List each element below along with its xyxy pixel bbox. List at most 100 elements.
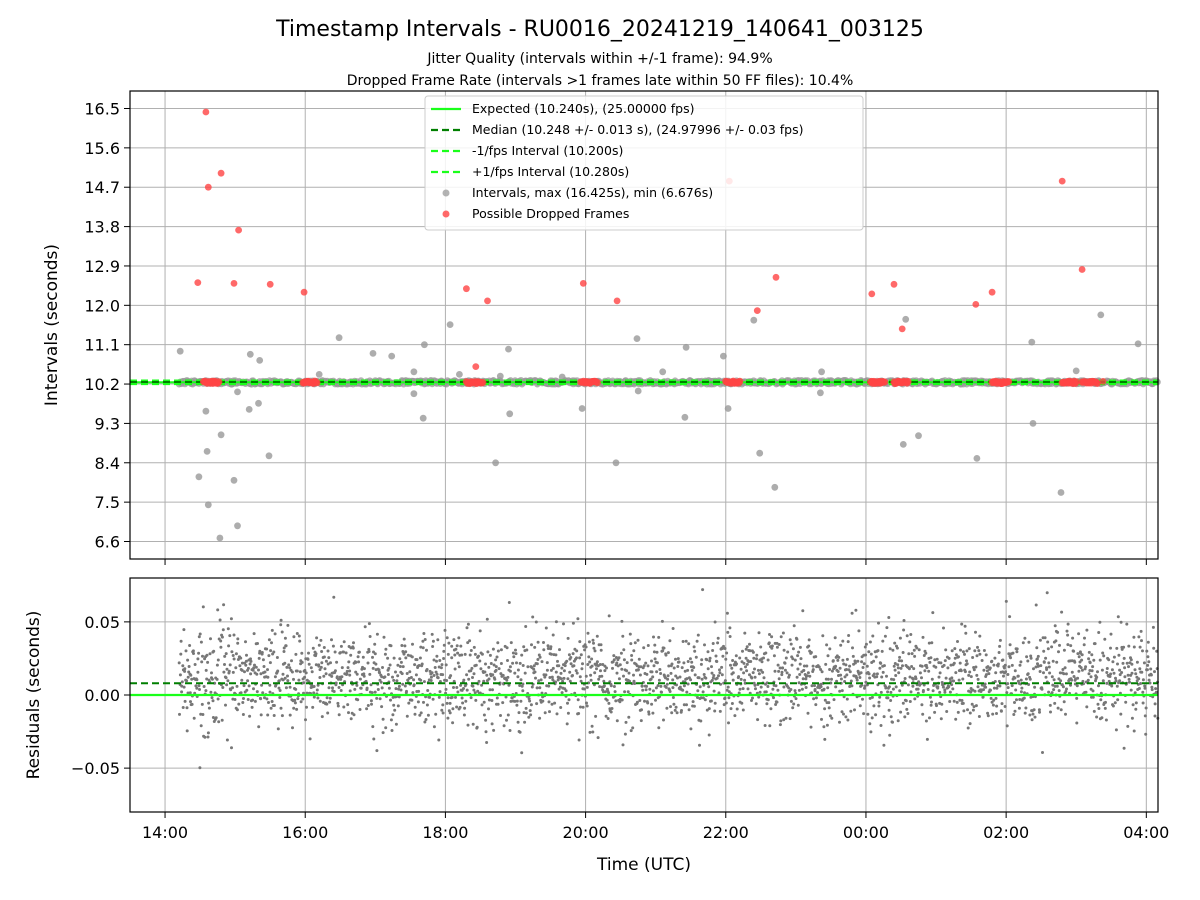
residual-point bbox=[886, 696, 890, 700]
residual-point bbox=[320, 715, 324, 719]
residual-point bbox=[254, 665, 258, 669]
residual-point bbox=[841, 658, 845, 662]
residual-point bbox=[1039, 664, 1043, 668]
residual-point bbox=[965, 659, 968, 663]
residual-point bbox=[876, 649, 880, 653]
residual-point bbox=[983, 682, 987, 686]
residual-point bbox=[405, 672, 409, 675]
residual-point bbox=[1133, 691, 1137, 695]
dropped-frame-point bbox=[904, 377, 912, 386]
residual-point bbox=[297, 678, 301, 682]
residual-point bbox=[741, 649, 744, 653]
residual-point bbox=[505, 718, 508, 722]
residual-point bbox=[789, 699, 793, 703]
residual-point bbox=[793, 658, 797, 662]
residual-point bbox=[392, 656, 396, 660]
residual-point bbox=[185, 706, 189, 710]
residual-point bbox=[612, 658, 616, 662]
residual-point bbox=[1023, 636, 1027, 640]
residual-point bbox=[480, 652, 484, 656]
residual-point bbox=[751, 650, 755, 654]
residual-point bbox=[992, 686, 996, 690]
residual-point bbox=[553, 701, 557, 705]
residual-point bbox=[569, 662, 573, 666]
dropped-frame-point bbox=[753, 307, 761, 314]
interval-point-outlier bbox=[246, 350, 254, 358]
residual-point bbox=[926, 688, 930, 691]
residual-point bbox=[725, 651, 729, 655]
residual-point bbox=[694, 655, 698, 659]
interval-point-outlier bbox=[230, 476, 238, 484]
residual-point bbox=[853, 661, 857, 665]
residual-point bbox=[1066, 643, 1070, 647]
residual-point bbox=[671, 627, 675, 630]
residual-point bbox=[711, 649, 715, 652]
residual-point bbox=[872, 704, 876, 708]
residual-point bbox=[674, 705, 678, 709]
residual-point bbox=[332, 690, 336, 693]
residual-point bbox=[722, 703, 726, 707]
residual-point bbox=[742, 671, 746, 675]
residual-point bbox=[861, 697, 864, 701]
residual-point bbox=[583, 648, 587, 652]
residual-point bbox=[554, 653, 558, 657]
residual-point bbox=[621, 634, 625, 638]
legend-box bbox=[424, 95, 864, 231]
residual-point bbox=[241, 701, 245, 704]
residual-point bbox=[484, 718, 488, 722]
residual-point bbox=[392, 703, 396, 707]
residual-point bbox=[178, 712, 181, 716]
residual-point bbox=[396, 704, 400, 708]
residual-point bbox=[1152, 646, 1156, 650]
residual-point bbox=[624, 720, 628, 724]
residual-point bbox=[801, 677, 805, 681]
residual-point bbox=[1070, 659, 1074, 663]
residual-point bbox=[421, 646, 425, 650]
residual-point bbox=[665, 706, 669, 710]
residual-point bbox=[971, 656, 975, 659]
residual-point bbox=[298, 639, 302, 643]
residual-point bbox=[775, 645, 779, 649]
residual-point bbox=[295, 669, 299, 673]
interval-point-outlier bbox=[217, 431, 225, 439]
residual-point bbox=[275, 656, 279, 659]
residual-point bbox=[826, 686, 830, 690]
residual-point bbox=[1052, 678, 1056, 682]
residual-point bbox=[532, 664, 536, 668]
residual-point bbox=[783, 668, 787, 672]
residual-point bbox=[506, 713, 510, 717]
residual-point bbox=[1112, 655, 1116, 659]
residual-point bbox=[1026, 659, 1030, 663]
residual-point bbox=[268, 683, 272, 687]
residual-point bbox=[916, 687, 920, 691]
residual-point bbox=[727, 696, 731, 700]
residual-point bbox=[577, 712, 581, 715]
chart-subtitle-jitter: Jitter Quality (intervals within +/-1 fr… bbox=[426, 51, 772, 67]
residual-point bbox=[272, 704, 276, 707]
residual-point bbox=[861, 666, 865, 669]
residual-point bbox=[699, 662, 703, 666]
residual-point bbox=[669, 705, 672, 709]
residual-point bbox=[550, 702, 554, 706]
dropped-frame-point bbox=[772, 273, 780, 281]
residual-point bbox=[722, 644, 725, 648]
residual-point bbox=[188, 644, 192, 647]
residual-point bbox=[592, 641, 595, 645]
residual-point bbox=[454, 647, 458, 651]
residual-point bbox=[225, 738, 229, 742]
residual-point bbox=[297, 634, 301, 638]
residual-point bbox=[1091, 665, 1095, 669]
dropped-frame-point bbox=[972, 301, 980, 308]
residual-point bbox=[685, 677, 689, 681]
residual-point bbox=[767, 641, 771, 645]
residual-point bbox=[682, 703, 686, 707]
residual-point bbox=[225, 683, 229, 687]
residual-point bbox=[965, 662, 969, 666]
residual-point bbox=[1054, 639, 1058, 643]
residual-point bbox=[1115, 684, 1119, 688]
residual-point bbox=[423, 720, 427, 724]
residual-point bbox=[1077, 655, 1081, 659]
residual-point bbox=[659, 672, 663, 675]
residual-point bbox=[544, 673, 548, 677]
residual-point bbox=[799, 657, 803, 661]
